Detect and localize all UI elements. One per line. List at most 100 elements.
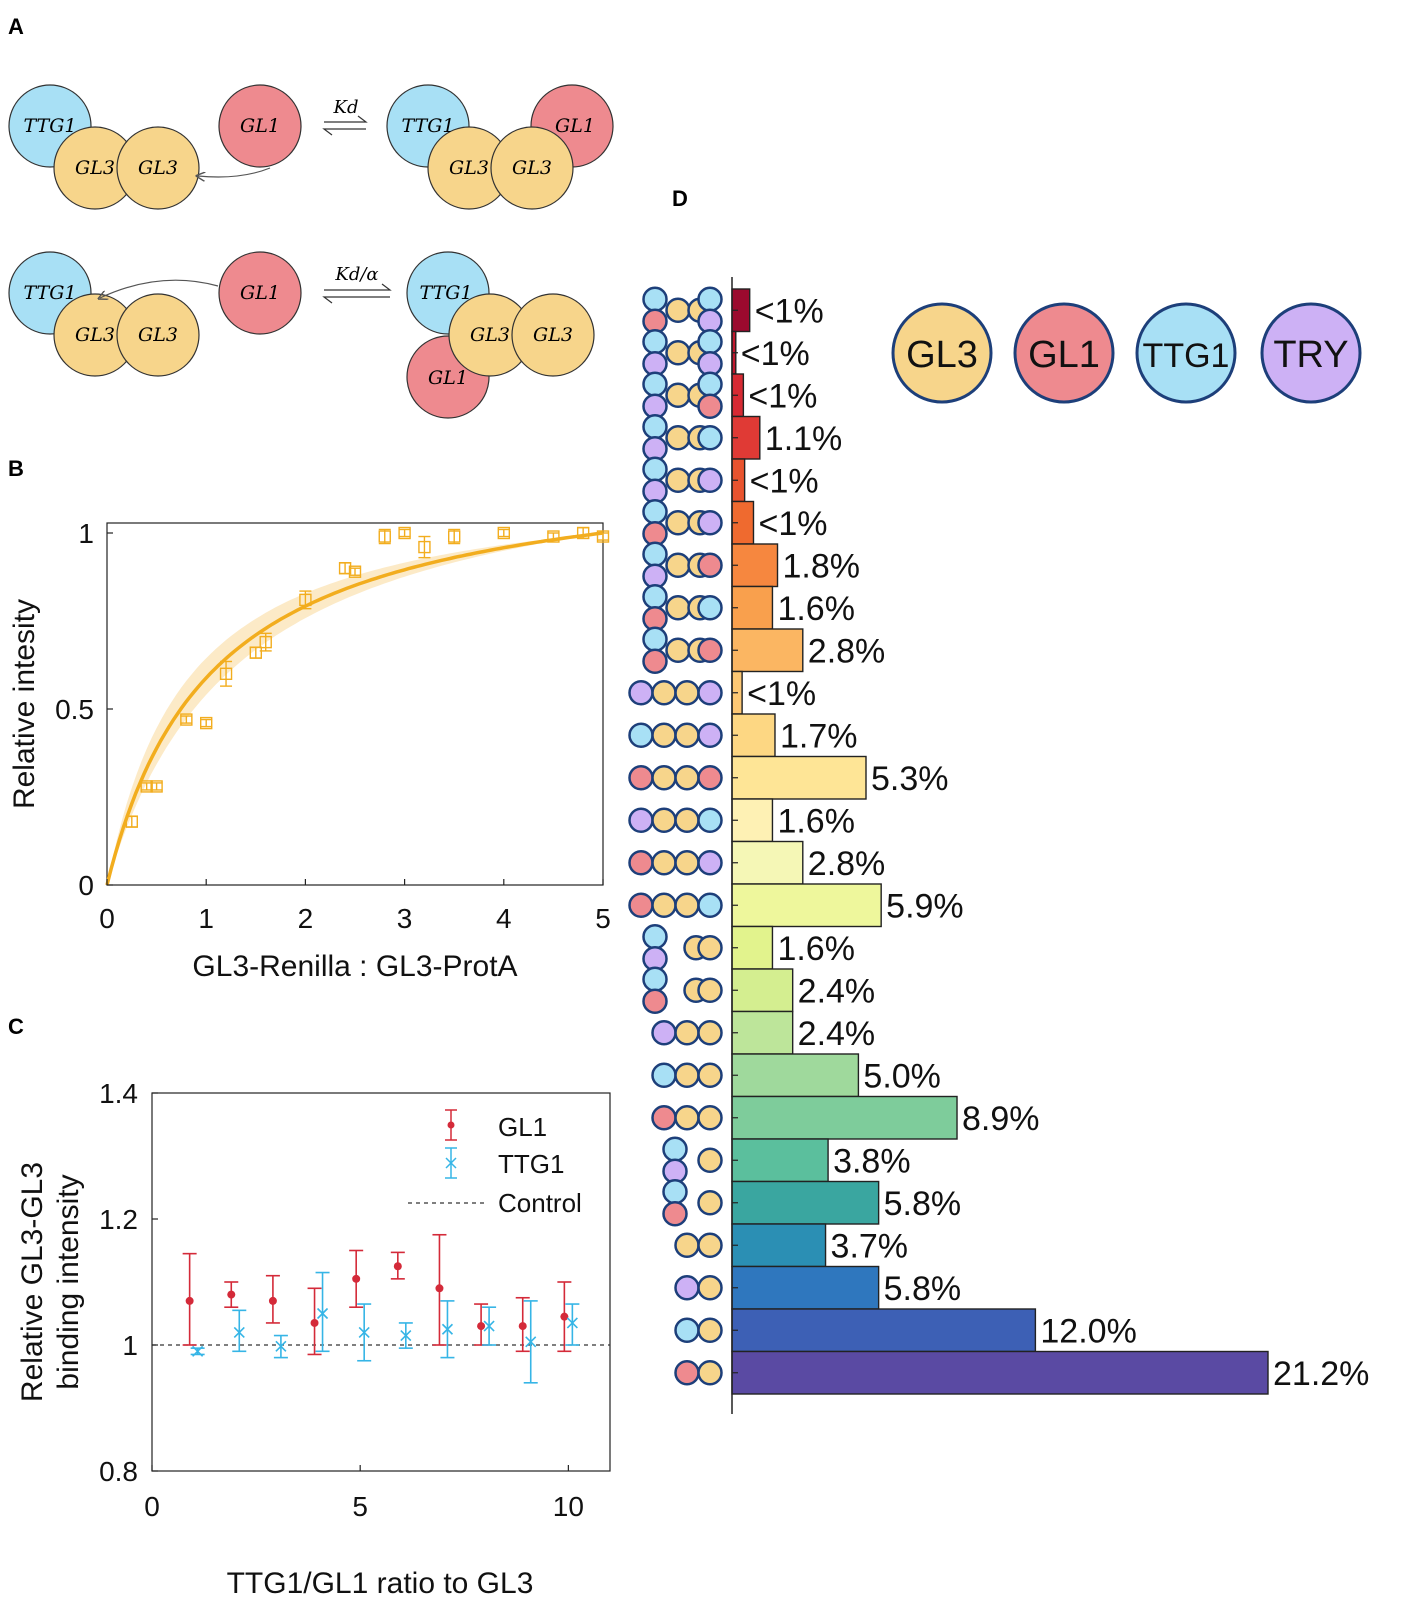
gl3-icon: [665, 425, 691, 451]
gl1-free-circle: [218, 84, 302, 168]
gl3-icon: [697, 1275, 723, 1301]
gl1-point: [474, 1303, 489, 1346]
ttg1-point: [398, 1322, 413, 1349]
bar-group: 3.8%: [731, 1138, 911, 1183]
data-point: [576, 526, 590, 540]
gl3-icon: [697, 1105, 723, 1131]
ttg1-point: [523, 1300, 538, 1384]
bar-value-label: <1%: [755, 292, 824, 330]
bar-group: 5.8%: [731, 1265, 961, 1310]
try-icon: [697, 680, 723, 706]
ttg1-icon: [662, 1136, 688, 1162]
gl3-icon: [651, 892, 677, 918]
gl3-icon: [665, 382, 691, 408]
plot-frame: [106, 522, 604, 886]
gl1-icon: [674, 1360, 700, 1386]
ttg1-point: [357, 1303, 372, 1362]
try-icon: [697, 467, 723, 493]
ttg1-icon: [642, 456, 668, 482]
data-point: [199, 716, 213, 730]
bar: [731, 543, 779, 588]
ttg1-icon: [642, 414, 668, 440]
bar: [731, 1095, 958, 1140]
ttg1-icon: [697, 892, 723, 918]
gl3-icon: [697, 1147, 723, 1173]
bar-value-label: 1.6%: [777, 590, 855, 628]
gl3-label: GL3: [533, 324, 573, 346]
gl1-point: [224, 1281, 239, 1308]
bar: [731, 798, 774, 843]
data-point: [348, 565, 362, 578]
bar: [731, 1308, 1037, 1353]
bar: [731, 713, 776, 758]
x-tick-label: 4: [496, 903, 512, 934]
x-marker: [441, 1323, 454, 1335]
bar: [731, 840, 804, 885]
bar-value-label: <1%: [750, 462, 819, 500]
panel-c-chart: 0 5 10 0.8 1 1.2 1.4 GL1 TTG1 Control TTG1/GL…: [16, 1078, 611, 1599]
legend: GL1 TTG1 Control: [408, 1109, 582, 1218]
ttg1-point: [440, 1300, 455, 1359]
data-point: [259, 632, 272, 652]
gl3-icon: [651, 722, 677, 748]
try-icon: [697, 722, 723, 748]
bar-value-label: 8.9%: [962, 1100, 1039, 1138]
data-point: [418, 535, 431, 559]
square-marker: [576, 526, 590, 540]
ttg1-legend-circle: [1135, 302, 1237, 404]
ttg1-icon: [642, 499, 668, 525]
gl1-icon: [628, 850, 654, 876]
y-tick-label: 0: [78, 870, 94, 901]
gl3-icon: [665, 340, 691, 366]
bar-value-label: <1%: [748, 377, 817, 415]
gl3-label: GL3: [449, 157, 489, 179]
bar-group: <1%: [731, 458, 819, 503]
bar-group: 1.8%: [731, 543, 860, 588]
gl3-icon: [697, 1360, 723, 1386]
bar-value-label: 2.8%: [808, 845, 886, 883]
ttg1-icon: [697, 425, 723, 451]
y-tick-label: 1.2: [99, 1204, 138, 1235]
bar: [731, 968, 794, 1013]
gl3-icon: [697, 1232, 723, 1258]
x-tick-label: 5: [595, 903, 611, 934]
ttg1-point: [482, 1306, 497, 1346]
bar-value-label: 12.0%: [1040, 1312, 1136, 1350]
try-icon: [697, 510, 723, 536]
square-marker: [180, 713, 193, 726]
gl3-icon: [665, 297, 691, 323]
bar-group: 12.0%: [731, 1308, 1137, 1353]
plot-frame: [151, 1092, 611, 1472]
bar: [731, 1180, 880, 1225]
fit-curve: [105, 531, 604, 886]
try-icon: [651, 1020, 677, 1046]
bar: [731, 925, 774, 970]
bar-group: 1.6%: [731, 925, 855, 970]
gl1-icon: [628, 765, 654, 791]
gl1-icon: [697, 552, 723, 578]
y-tick-label: 0.5: [55, 694, 94, 725]
bar: [731, 1265, 880, 1310]
try-icon: [697, 850, 723, 876]
reaction-2-right-complex: TTG1 GL3 GL3 GL1: [406, 251, 595, 419]
panel-a: TTG1 GL3 GL3 GL1 Kd TTG1 GL1 GL3 GL3: [8, 84, 614, 419]
gl1-point: [265, 1274, 280, 1324]
gl1-legend-circle: [1013, 302, 1115, 404]
bar-group: <1%: [731, 373, 817, 418]
dot-marker: [435, 1284, 444, 1293]
bar-group: 2.8%: [731, 628, 885, 673]
dot-marker: [352, 1274, 361, 1283]
gl3-label: GL3: [75, 157, 115, 179]
equilibrium-arrows: [322, 283, 392, 304]
y-axis-label-line2: binding intensity: [52, 1174, 85, 1389]
kd-alpha-constant: Kd/α: [334, 264, 378, 285]
gl3-icon: [674, 680, 700, 706]
complex-icons: [628, 286, 723, 1386]
x-tick-label: 10: [553, 1491, 584, 1522]
gl1-icon: [642, 988, 668, 1014]
ttg1-series: [190, 1271, 580, 1384]
bar-value-label: 1.7%: [780, 717, 858, 755]
gl3-icon: [665, 637, 691, 663]
gl3-icon: [697, 1190, 723, 1216]
